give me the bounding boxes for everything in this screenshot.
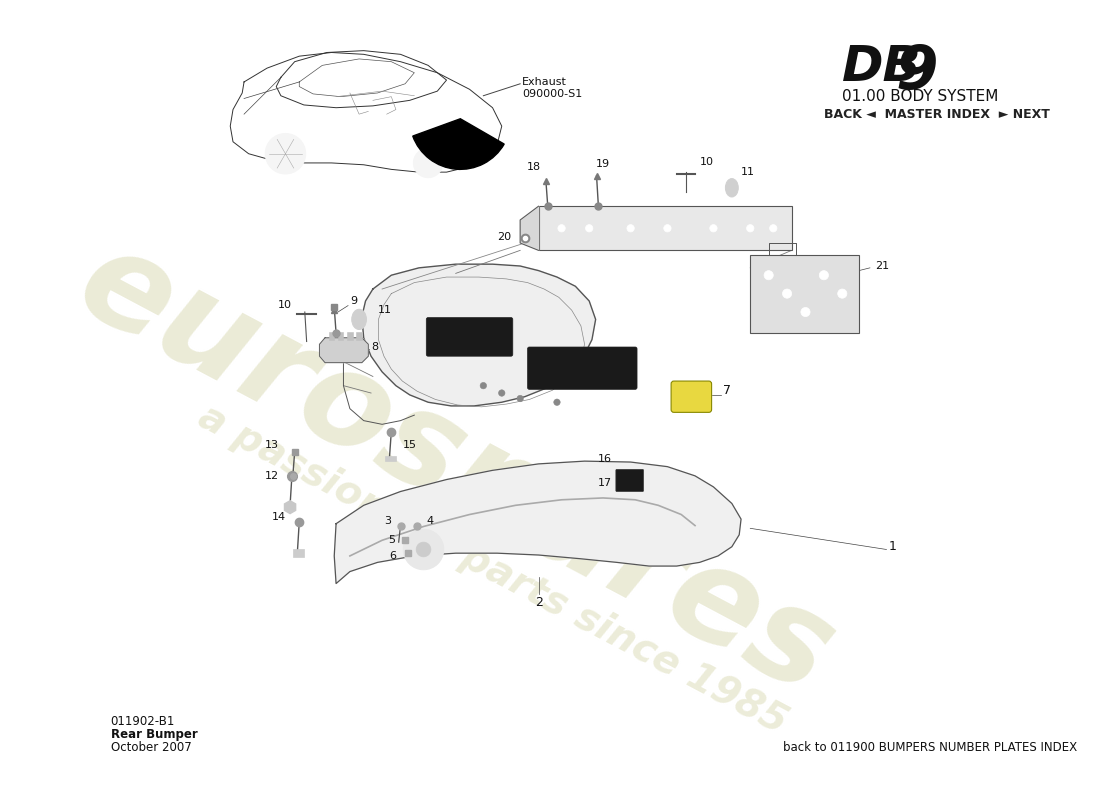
Circle shape <box>553 399 560 406</box>
Text: DB: DB <box>843 43 922 91</box>
FancyBboxPatch shape <box>750 255 859 334</box>
Text: 8: 8 <box>371 342 378 352</box>
Text: eurospares: eurospares <box>57 217 854 721</box>
Text: 12: 12 <box>265 471 279 481</box>
Bar <box>338 332 343 340</box>
Text: Exhaust
090000-S1: Exhaust 090000-S1 <box>522 78 582 99</box>
Circle shape <box>480 382 486 389</box>
Polygon shape <box>520 206 539 250</box>
Text: 19: 19 <box>596 159 611 170</box>
Text: 4: 4 <box>427 516 433 526</box>
Circle shape <box>416 542 431 557</box>
Text: 011902-B1: 011902-B1 <box>111 715 175 728</box>
Circle shape <box>517 395 524 402</box>
Text: 1: 1 <box>889 540 896 554</box>
Bar <box>356 332 362 340</box>
Circle shape <box>414 148 443 178</box>
Text: 10: 10 <box>700 157 714 166</box>
Text: 5: 5 <box>388 535 395 546</box>
Text: 18: 18 <box>527 162 541 172</box>
Circle shape <box>782 289 792 298</box>
Circle shape <box>747 225 754 232</box>
FancyBboxPatch shape <box>539 206 792 250</box>
Ellipse shape <box>352 310 366 330</box>
Text: 17: 17 <box>598 478 613 488</box>
Text: 13: 13 <box>265 441 279 450</box>
Circle shape <box>710 225 717 232</box>
Text: a passion for parts since 1985: a passion for parts since 1985 <box>191 398 793 742</box>
Wedge shape <box>412 118 504 170</box>
Text: 01.00 BODY SYSTEM: 01.00 BODY SYSTEM <box>843 90 999 104</box>
Text: October 2007: October 2007 <box>111 741 191 754</box>
Text: 20: 20 <box>497 231 512 242</box>
Bar <box>385 456 396 461</box>
FancyBboxPatch shape <box>528 347 637 390</box>
Polygon shape <box>319 338 369 362</box>
Circle shape <box>404 530 443 570</box>
Circle shape <box>663 225 671 232</box>
Circle shape <box>820 270 828 280</box>
Text: 10: 10 <box>278 300 292 310</box>
Text: 2: 2 <box>535 595 542 609</box>
Text: 9: 9 <box>895 43 938 102</box>
Text: 6: 6 <box>389 551 396 561</box>
Text: 21: 21 <box>876 261 890 271</box>
Bar <box>329 332 334 340</box>
Bar <box>293 550 304 557</box>
Text: 16: 16 <box>598 454 613 464</box>
Circle shape <box>764 270 773 280</box>
Text: BACK ◄  MASTER INDEX  ► NEXT: BACK ◄ MASTER INDEX ► NEXT <box>824 108 1049 121</box>
FancyBboxPatch shape <box>427 318 513 356</box>
Circle shape <box>585 225 593 232</box>
Text: 7: 7 <box>723 384 730 397</box>
Text: 15: 15 <box>403 441 417 450</box>
Circle shape <box>838 289 847 298</box>
Ellipse shape <box>725 178 738 197</box>
Text: 9: 9 <box>350 296 358 306</box>
Circle shape <box>265 134 306 174</box>
Text: 14: 14 <box>272 512 286 522</box>
Polygon shape <box>362 264 595 406</box>
FancyBboxPatch shape <box>616 470 644 491</box>
Polygon shape <box>334 461 741 583</box>
Text: 11: 11 <box>377 305 392 315</box>
Circle shape <box>801 307 810 317</box>
Circle shape <box>770 225 777 232</box>
Circle shape <box>558 225 565 232</box>
Text: 11: 11 <box>741 166 755 177</box>
Circle shape <box>498 390 505 396</box>
Text: back to 011900 BUMPERS NUMBER PLATES INDEX: back to 011900 BUMPERS NUMBER PLATES IND… <box>783 741 1077 754</box>
Text: Rear Bumper: Rear Bumper <box>111 728 197 741</box>
Circle shape <box>627 225 635 232</box>
FancyBboxPatch shape <box>671 381 712 412</box>
Bar <box>348 332 353 340</box>
Text: 3: 3 <box>384 516 392 526</box>
